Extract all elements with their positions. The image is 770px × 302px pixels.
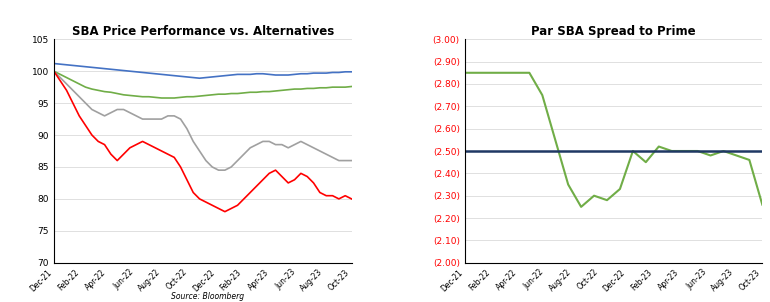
Title: Par SBA Spread to Prime: Par SBA Spread to Prime (531, 25, 696, 38)
Title: SBA Price Performance vs. Alternatives: SBA Price Performance vs. Alternatives (72, 25, 334, 38)
Text: Source: Bloomberg: Source: Bloomberg (172, 292, 244, 301)
